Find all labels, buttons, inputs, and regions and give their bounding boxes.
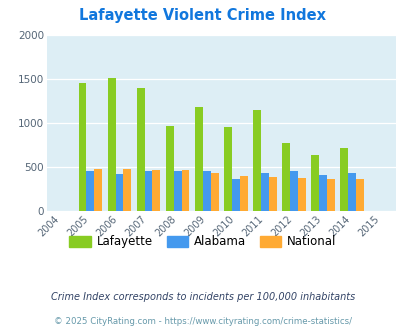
Bar bbox=[115, 174, 123, 211]
Bar bbox=[339, 148, 347, 211]
Bar bbox=[224, 127, 231, 211]
Bar bbox=[107, 78, 115, 211]
Bar bbox=[86, 172, 94, 211]
Bar bbox=[355, 179, 363, 211]
Bar bbox=[297, 178, 305, 211]
Text: © 2025 CityRating.com - https://www.cityrating.com/crime-statistics/: © 2025 CityRating.com - https://www.city… bbox=[54, 317, 351, 326]
Bar bbox=[78, 83, 86, 211]
Bar bbox=[347, 173, 355, 211]
Text: Lafayette Violent Crime Index: Lafayette Violent Crime Index bbox=[79, 8, 326, 23]
Bar bbox=[326, 179, 334, 211]
Bar bbox=[165, 126, 173, 211]
Bar bbox=[252, 110, 260, 211]
Bar bbox=[311, 155, 318, 211]
Bar bbox=[181, 170, 189, 211]
Bar bbox=[144, 171, 152, 211]
Bar bbox=[260, 173, 268, 211]
Bar bbox=[152, 170, 160, 211]
Text: Crime Index corresponds to incidents per 100,000 inhabitants: Crime Index corresponds to incidents per… bbox=[51, 292, 354, 302]
Bar bbox=[210, 173, 218, 211]
Bar bbox=[318, 175, 326, 211]
Bar bbox=[94, 169, 102, 211]
Bar bbox=[136, 88, 144, 211]
Bar bbox=[123, 169, 131, 211]
Bar bbox=[173, 171, 181, 211]
Bar bbox=[281, 143, 289, 211]
Bar bbox=[194, 108, 202, 211]
Bar bbox=[202, 171, 210, 211]
Bar bbox=[268, 177, 276, 211]
Legend: Lafayette, Alabama, National: Lafayette, Alabama, National bbox=[64, 231, 341, 253]
Bar bbox=[289, 171, 297, 211]
Bar bbox=[231, 179, 239, 211]
Bar bbox=[239, 176, 247, 211]
